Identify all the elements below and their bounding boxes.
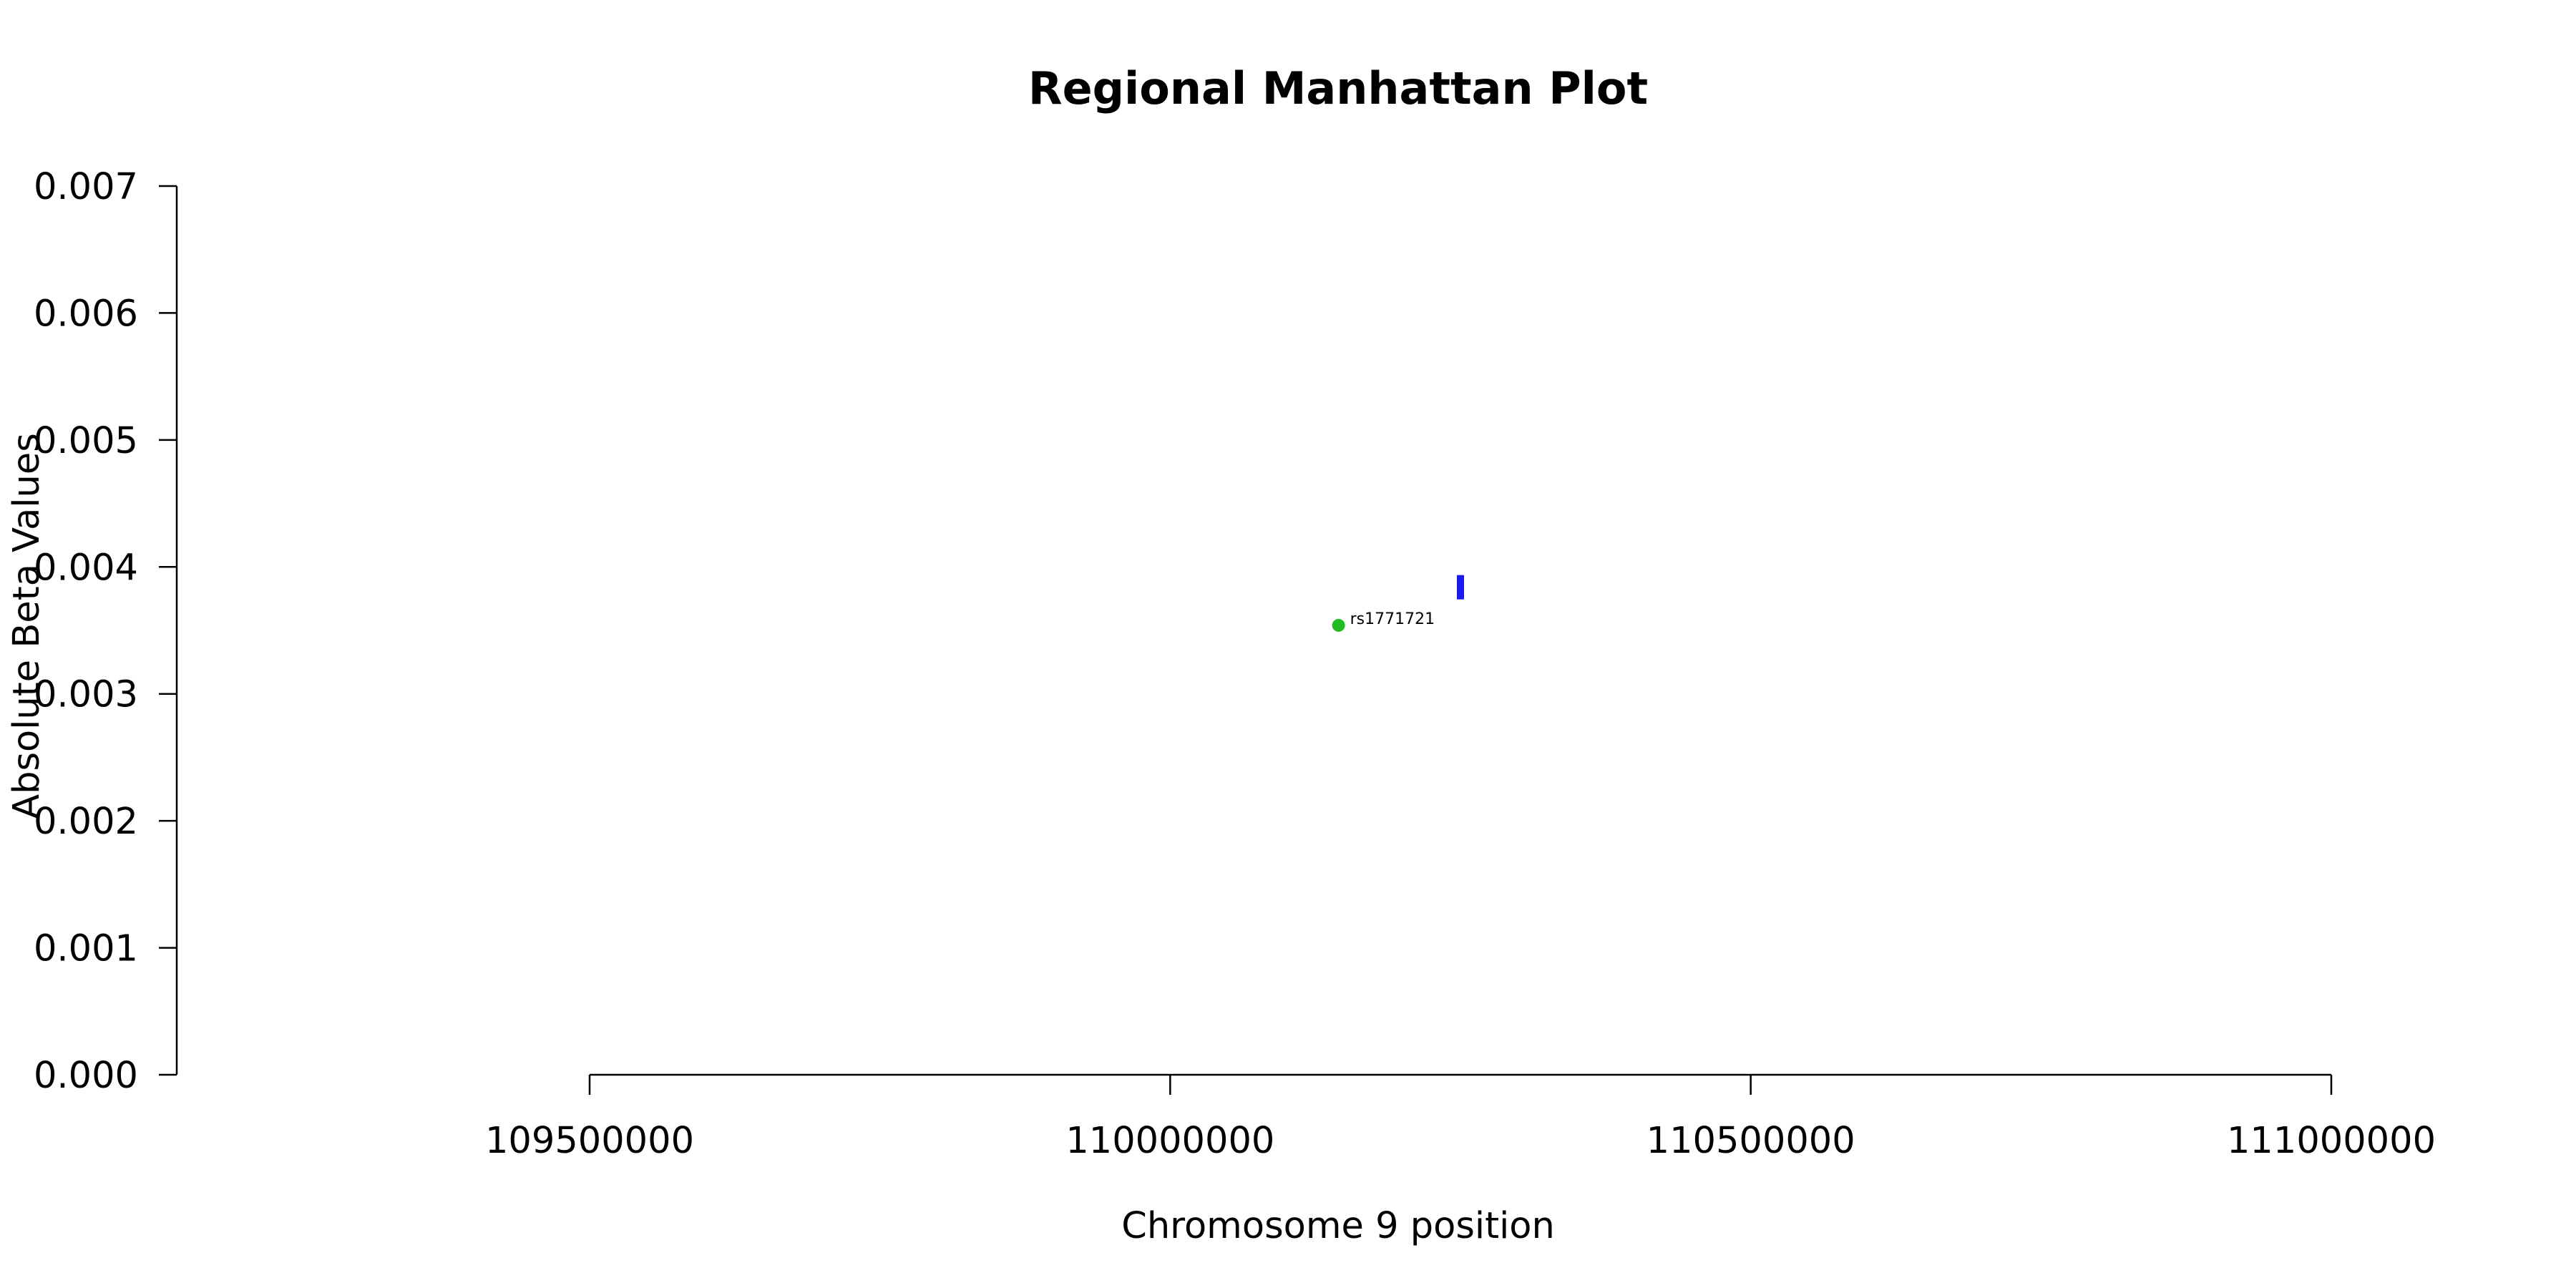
y-axis: 0.000 0.001 0.002 0.003 0.004 0.005 0.006 0.007 xyxy=(34,166,178,1097)
data-points: rs1771721 xyxy=(1332,575,1464,632)
data-point xyxy=(1332,618,1345,632)
y-axis-title: Absolute Beta Values xyxy=(6,433,48,819)
y-tick-label: 0.002 xyxy=(34,801,138,843)
y-tick-label: 0.003 xyxy=(34,674,138,716)
y-tick-label: 0.005 xyxy=(34,420,138,462)
y-tick-label: 0.004 xyxy=(34,547,138,589)
x-tick-label: 110500000 xyxy=(1646,1120,1855,1162)
y-tick-label: 0.001 xyxy=(34,928,138,970)
x-axis-title: Chromosome 9 position xyxy=(1121,1205,1555,1247)
x-tick-label: 109500000 xyxy=(485,1120,694,1162)
x-tick-label: 110000000 xyxy=(1065,1120,1274,1162)
chart-title: Regional Manhattan Plot xyxy=(1028,62,1648,114)
x-axis: 109500000 110000000 110500000 111000000 xyxy=(485,1073,2436,1162)
data-point-label: rs1771721 xyxy=(1350,610,1435,628)
y-tick-label: 0.006 xyxy=(34,293,138,335)
data-point-bar xyxy=(1457,575,1464,600)
y-tick-label: 0.000 xyxy=(34,1055,138,1097)
y-tick-label: 0.007 xyxy=(34,166,138,208)
x-tick-label: 111000000 xyxy=(2227,1120,2436,1162)
